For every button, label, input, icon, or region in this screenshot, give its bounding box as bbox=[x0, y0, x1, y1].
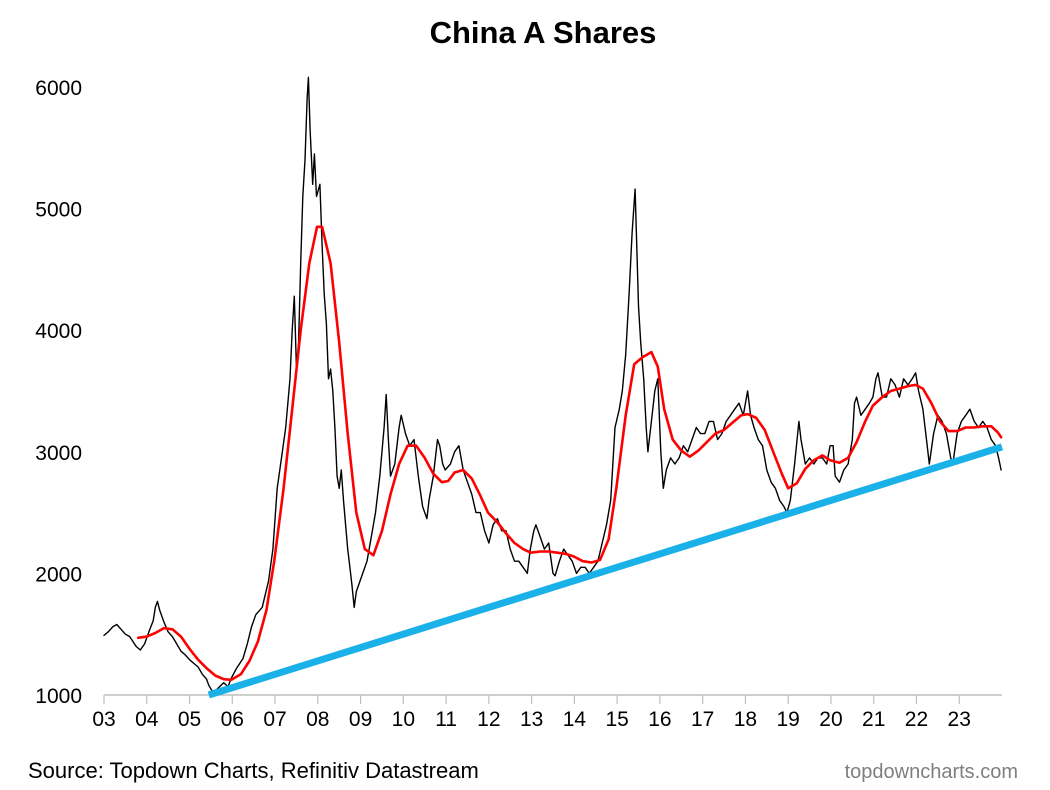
y-tick-label: 4000 bbox=[35, 320, 82, 343]
x-tick-label: 19 bbox=[777, 708, 800, 731]
x-tick-label: 12 bbox=[477, 708, 500, 731]
x-tick-label: 13 bbox=[520, 708, 543, 731]
x-tick-label: 07 bbox=[263, 708, 286, 731]
x-tick-label: 11 bbox=[435, 708, 457, 731]
x-tick-label: 18 bbox=[734, 708, 757, 731]
y-tick-label: 2000 bbox=[35, 563, 82, 586]
y-tick-label: 3000 bbox=[35, 442, 82, 465]
x-tick-label: 05 bbox=[178, 708, 201, 731]
y-tick-label: 5000 bbox=[35, 199, 82, 222]
trend-line bbox=[207, 443, 1004, 699]
x-tick-label: 17 bbox=[691, 708, 714, 731]
x-tick-label: 10 bbox=[392, 708, 415, 731]
x-tick-label: 14 bbox=[563, 708, 587, 731]
x-tick-label: 04 bbox=[135, 708, 159, 731]
plot-area: 1000 2000 3000 4000 5000 6000 03 04 05 06 07 08 09 10… bbox=[35, 76, 1004, 731]
chart-title: China A Shares bbox=[430, 15, 657, 50]
x-tick-label: 08 bbox=[306, 708, 329, 731]
x-tick-label: 03 bbox=[92, 708, 115, 731]
x-tick-label: 16 bbox=[648, 708, 671, 731]
x-tick-label: 20 bbox=[819, 708, 842, 731]
moving-average-line bbox=[136, 225, 1003, 682]
y-tick-label: 6000 bbox=[35, 77, 82, 100]
brand-watermark: topdowncharts.com bbox=[845, 761, 1018, 783]
x-tick-label: 22 bbox=[905, 708, 928, 731]
x-tick-label: 06 bbox=[221, 708, 244, 731]
y-tick-label: 1000 bbox=[35, 685, 82, 708]
source-note: Source: Topdown Charts, Refinitiv Datast… bbox=[28, 758, 479, 783]
x-tick-label: 15 bbox=[605, 708, 628, 731]
x-tick-label: 23 bbox=[948, 708, 971, 731]
index-line bbox=[103, 76, 1002, 694]
x-tick-label: 21 bbox=[862, 708, 885, 731]
x-tick-label: 09 bbox=[349, 708, 372, 731]
